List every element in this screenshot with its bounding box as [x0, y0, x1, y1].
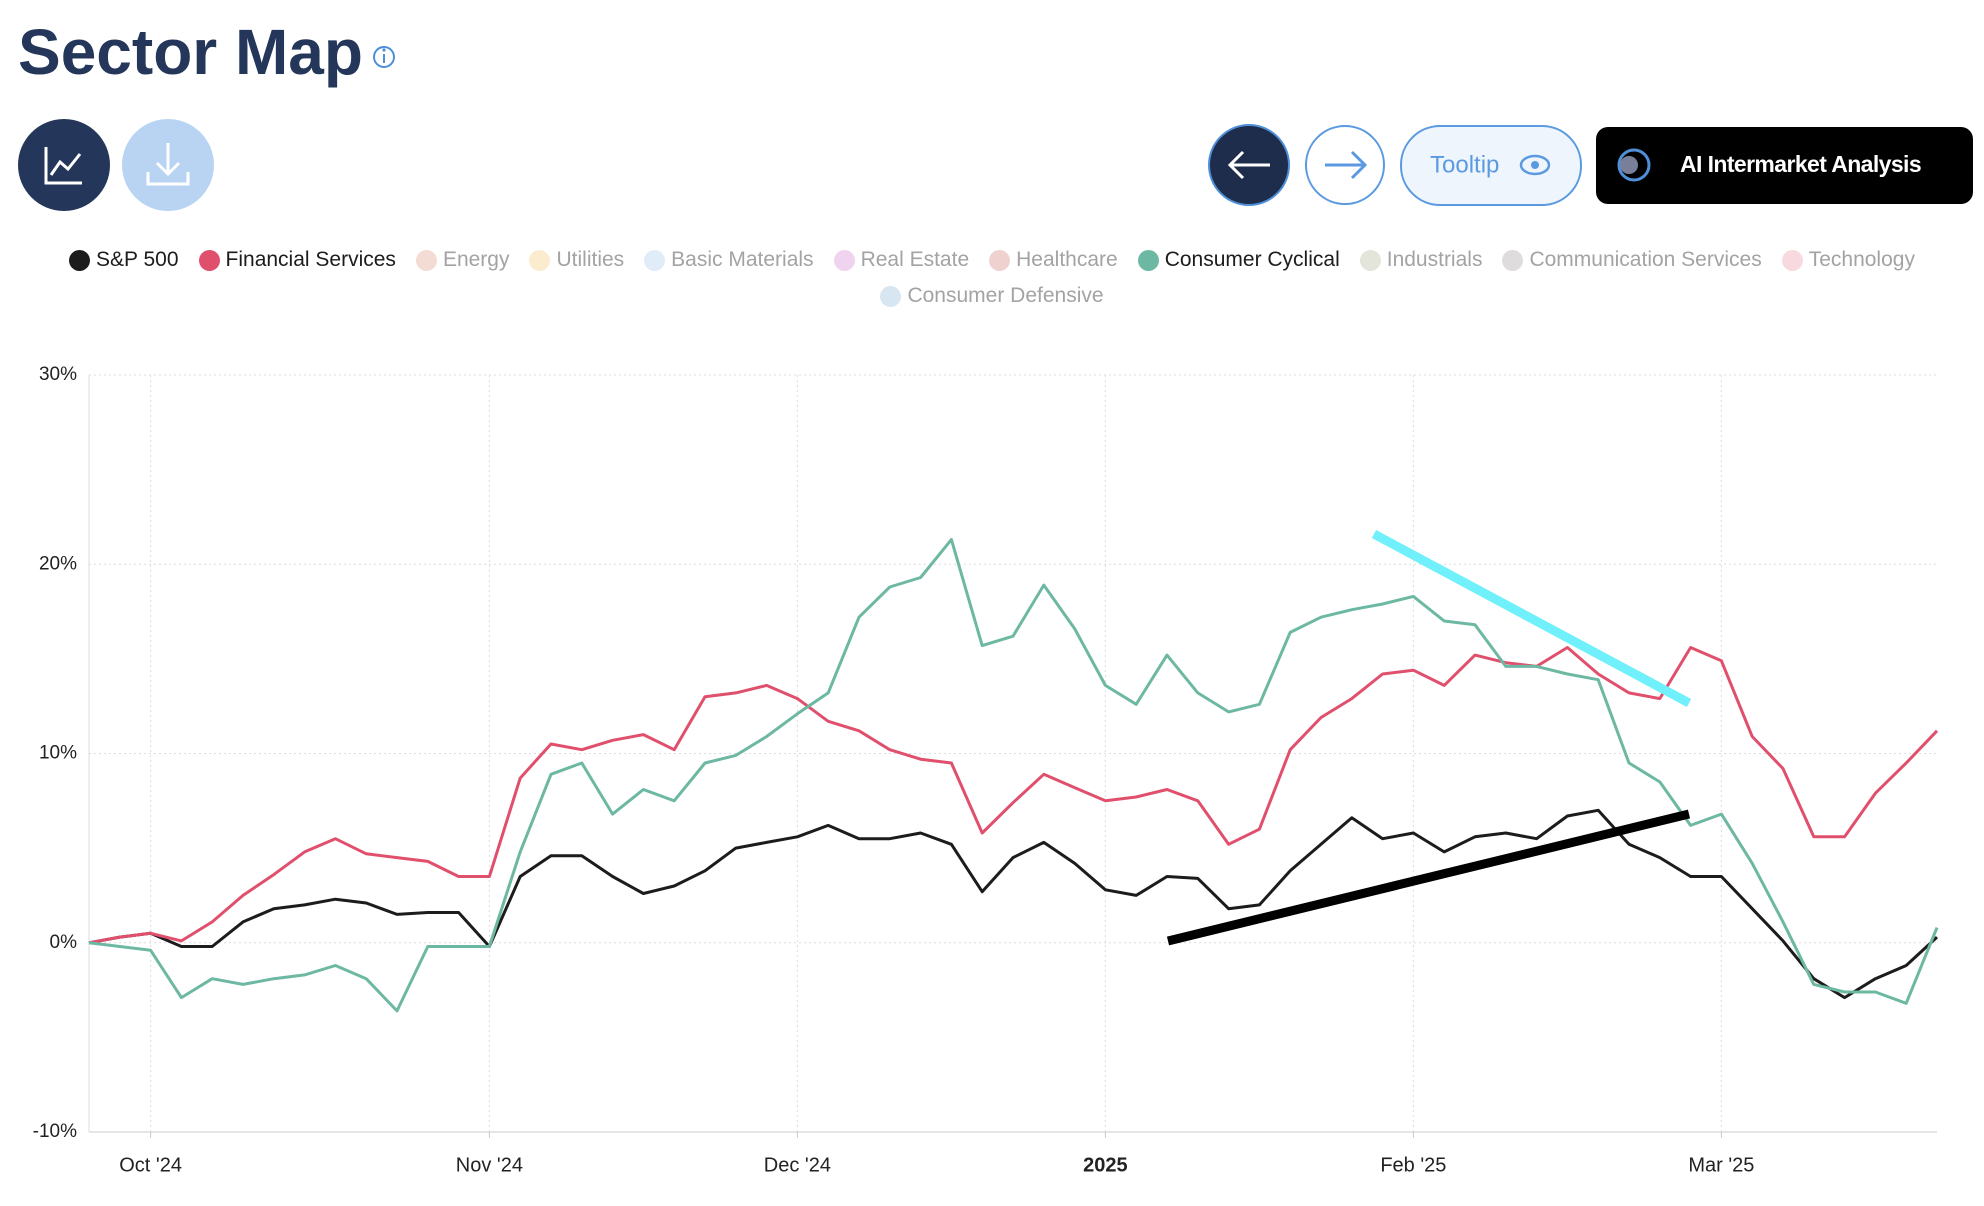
legend-dot [1137, 249, 1159, 271]
forward-button[interactable] [1305, 125, 1385, 205]
legend: S&P 500 Financial Services Energy Utilities… [40, 248, 1944, 308]
legend-dot [880, 285, 902, 307]
legend-dot [989, 249, 1011, 271]
x-tick-label: Dec '24 [764, 1154, 831, 1176]
tooltip-button[interactable]: Tooltip [1400, 125, 1582, 206]
legend-label: Healthcare [1016, 248, 1118, 271]
series-line [88, 538, 1939, 1013]
back-button[interactable] [1208, 124, 1290, 206]
button-label: Tooltip [1430, 151, 1499, 178]
drawn-trendline [1371, 530, 1692, 707]
legend-item[interactable]: Industrials [1359, 248, 1483, 272]
legend-dot [198, 249, 220, 271]
y-tick-label: 10% [39, 743, 77, 764]
legend-dot [1359, 249, 1381, 271]
y-tick-label: -10% [33, 1121, 77, 1142]
legend-label: Financial Services [225, 248, 396, 271]
legend-label: Technology [1808, 248, 1915, 271]
legend-label: Industrials [1386, 248, 1483, 271]
x-tick-label: Mar '25 [1688, 1154, 1754, 1176]
legend-item[interactable]: Consumer Defensive [880, 284, 1104, 308]
legend-item[interactable]: Technology [1781, 248, 1915, 272]
legend-item[interactable]: Basic Materials [644, 248, 814, 272]
legend-label: Consumer Defensive [907, 284, 1104, 307]
legend-label: Utilities [556, 248, 625, 271]
page-title: Sector Map [18, 16, 363, 88]
series-line [88, 808, 1939, 1000]
legend-item[interactable]: Consumer Cyclical [1137, 248, 1340, 272]
legend-dot [69, 249, 91, 271]
legend-label: S&P 500 [96, 248, 179, 271]
y-tick-label: 0% [50, 932, 78, 953]
legend-label: Communication Services [1529, 248, 1762, 271]
legend-label: Real Estate [860, 248, 970, 271]
y-tick-label: 20% [39, 553, 77, 574]
legend-dot [1502, 249, 1524, 271]
legend-dot [1781, 249, 1803, 271]
legend-label: Energy [442, 248, 510, 271]
legend-dot [529, 249, 551, 271]
legend-item[interactable]: Real Estate [833, 248, 970, 272]
series-line [88, 646, 1939, 945]
legend-dot [833, 249, 855, 271]
x-tick-label: Nov '24 [456, 1154, 523, 1176]
legend-dot [415, 249, 437, 271]
legend-dot [644, 249, 666, 271]
button-label: AI Intermarket Analysis [1680, 151, 1921, 177]
chart-button[interactable] [18, 119, 110, 211]
legend-item[interactable]: Communication Services [1502, 248, 1762, 272]
info-icon[interactable] [373, 46, 395, 68]
legend-label: Basic Materials [671, 248, 814, 271]
y-tick-label: 30% [39, 364, 77, 385]
legend-item[interactable]: S&P 500 [69, 248, 179, 272]
ai-button[interactable]: AI Intermarket Analysis [1596, 127, 1973, 204]
legend-item[interactable]: Financial Services [198, 248, 396, 272]
x-tick-label: 2025 [1083, 1154, 1128, 1176]
x-tick-label: Oct '24 [119, 1154, 182, 1176]
download-button[interactable] [122, 119, 214, 211]
legend-item[interactable]: Utilities [529, 248, 624, 272]
x-tick-label: Feb '25 [1380, 1154, 1446, 1176]
legend-item[interactable]: Energy [415, 248, 510, 272]
drawn-trendline [1166, 809, 1691, 946]
legend-item[interactable]: Healthcare [989, 248, 1118, 272]
legend-label: Consumer Cyclical [1164, 248, 1340, 271]
